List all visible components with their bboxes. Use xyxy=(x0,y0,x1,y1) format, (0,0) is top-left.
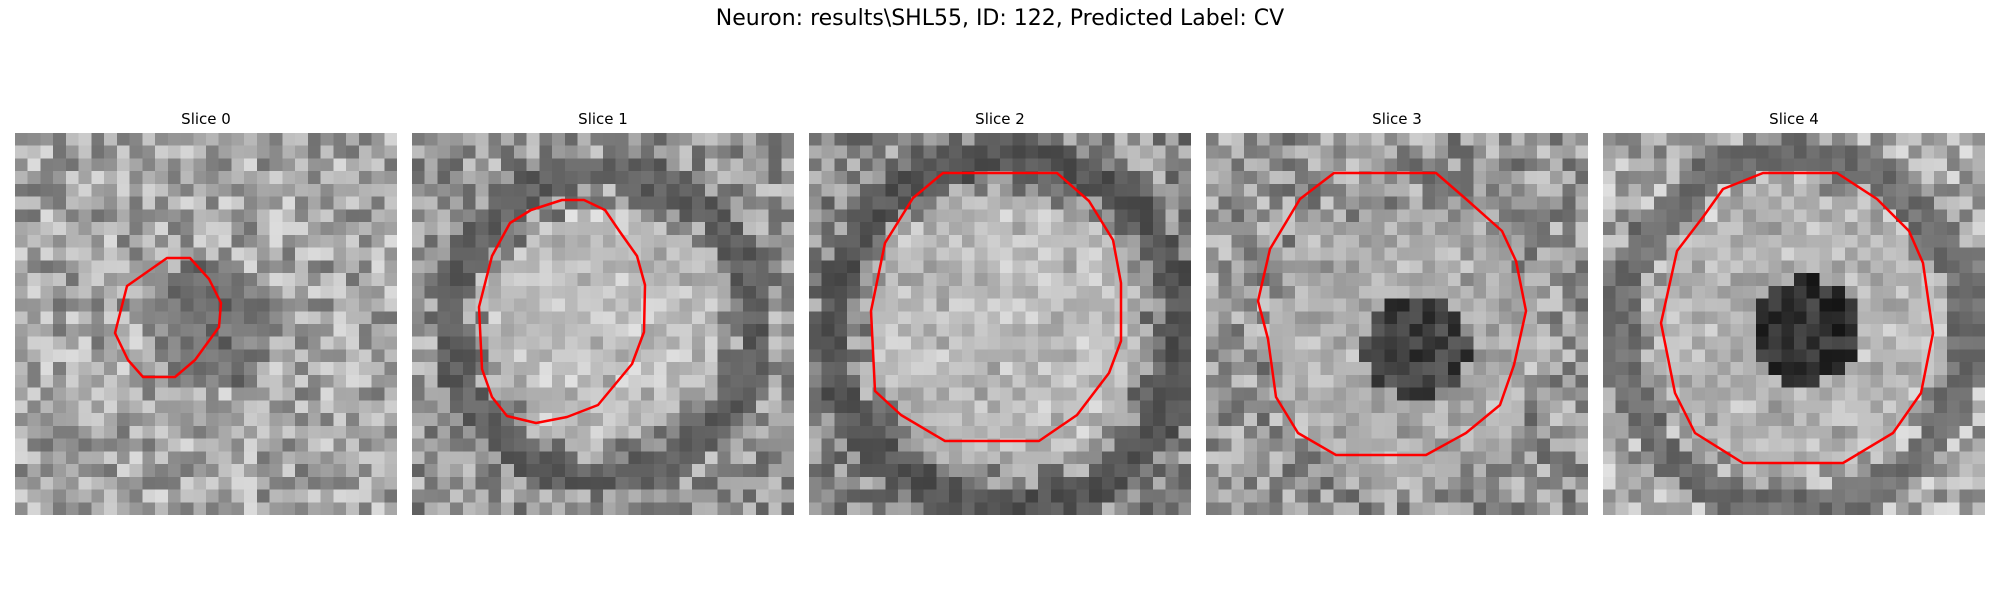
slice-title: Slice 1 xyxy=(578,110,628,128)
slice-title: Slice 0 xyxy=(181,110,231,128)
slice-image xyxy=(15,133,397,515)
slice-image xyxy=(809,133,1191,515)
slice-panel-4: Slice 4 xyxy=(1603,108,1985,515)
slice-panel-2: Slice 2 xyxy=(809,108,1191,515)
slice-title: Slice 2 xyxy=(975,110,1025,128)
slice-image xyxy=(412,133,794,515)
figure-title: Neuron: results\SHL55, ID: 122, Predicte… xyxy=(715,6,1285,31)
slice-image xyxy=(1603,133,1985,515)
slice-panel-1: Slice 1 xyxy=(412,108,794,515)
slice-title: Slice 4 xyxy=(1769,110,1819,128)
slice-panel-3: Slice 3 xyxy=(1206,108,1588,515)
slice-panel-0: Slice 0 xyxy=(15,108,397,515)
slice-title: Slice 3 xyxy=(1372,110,1422,128)
slice-image xyxy=(1206,133,1588,515)
